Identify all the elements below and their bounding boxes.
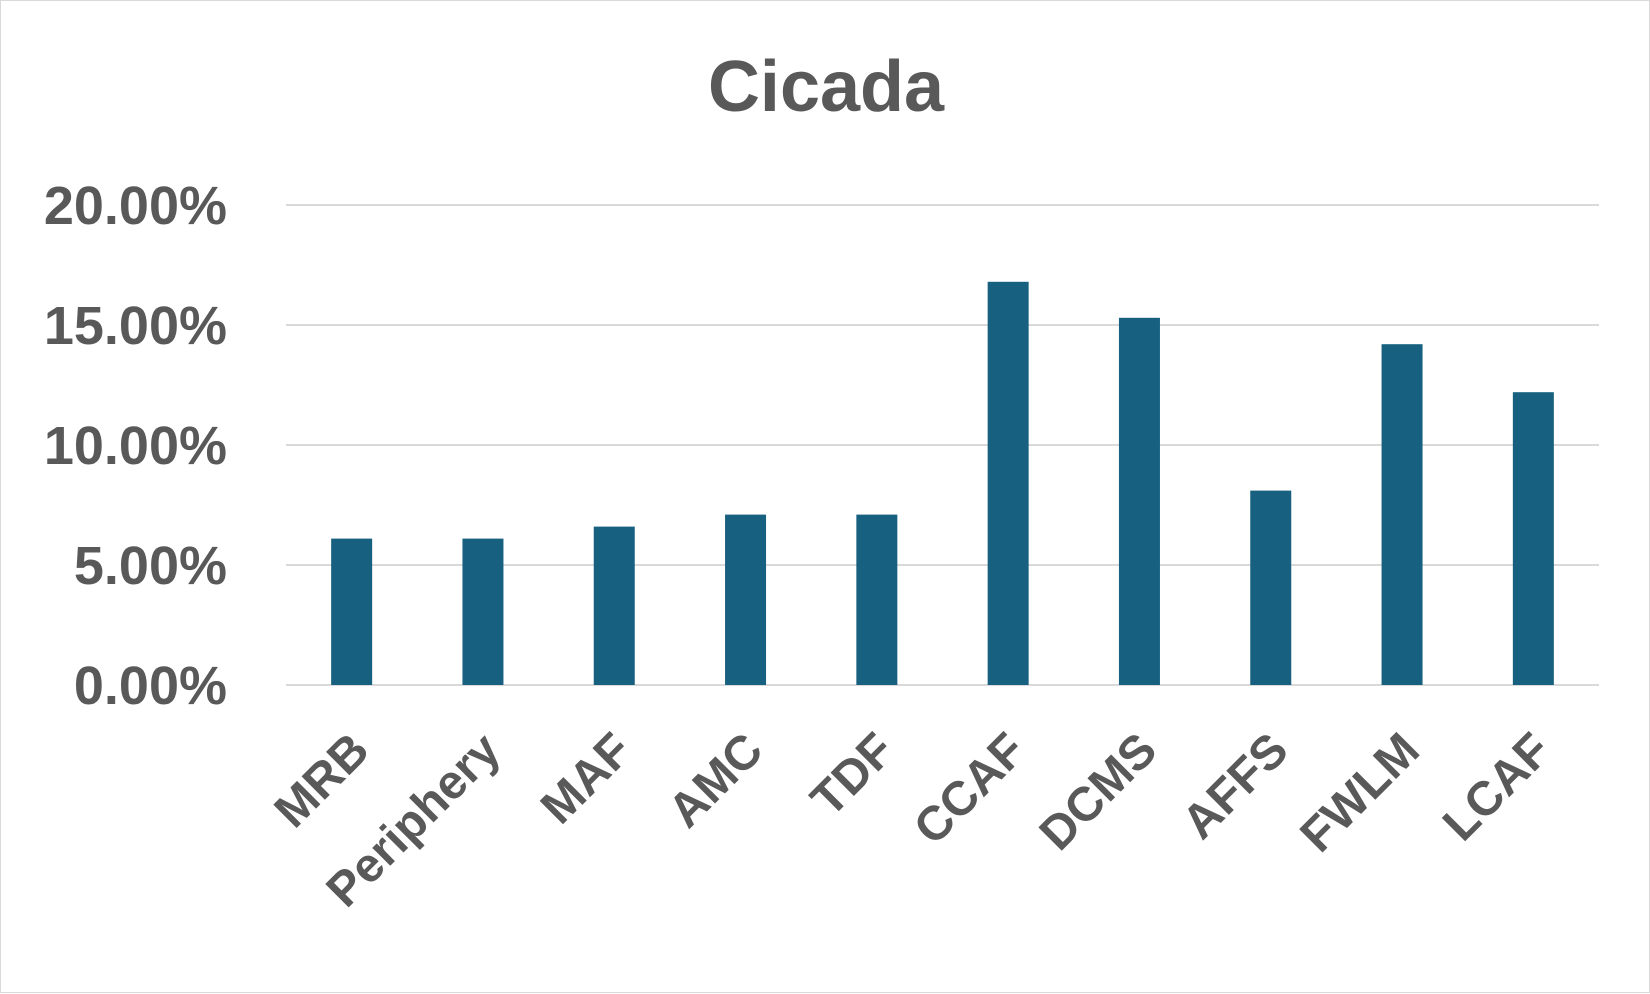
x-tick-label: MAF <box>531 723 642 834</box>
x-tick-label: CCAF <box>904 723 1036 855</box>
x-tick-label: TDF <box>801 723 904 826</box>
x-tick-label: LCAF <box>1433 723 1561 851</box>
y-tick-label: 0.00% <box>74 656 227 716</box>
bar-periphery <box>462 538 504 685</box>
y-tick-label: 10.00% <box>44 416 227 476</box>
bar-mrb <box>331 538 373 685</box>
x-tick-label: AFFS <box>1172 723 1298 849</box>
bar-fwlm <box>1381 344 1423 685</box>
x-tick-label: FWLM <box>1291 723 1430 862</box>
x-tick-label: DCMS <box>1030 723 1167 860</box>
bar-dcms <box>1118 317 1160 685</box>
y-tick-label: 15.00% <box>44 296 227 356</box>
x-tick-label: AMC <box>659 723 774 838</box>
bar-tdf <box>856 514 898 685</box>
bar-amc <box>725 514 767 685</box>
gridlines <box>286 204 1599 686</box>
chart-title: Cicada <box>708 47 945 127</box>
bars <box>331 281 1554 685</box>
bar-affs <box>1250 490 1292 685</box>
y-axis-ticks: 0.00% 5.00% 10.00% 15.00% 20.00% <box>44 176 227 716</box>
bar-maf <box>593 526 635 685</box>
bar-lcaf <box>1512 392 1554 685</box>
y-tick-label: 20.00% <box>44 176 227 236</box>
bar-ccaf <box>987 281 1029 685</box>
x-tick-label: MRB <box>265 723 380 838</box>
y-tick-label: 5.00% <box>74 536 227 596</box>
